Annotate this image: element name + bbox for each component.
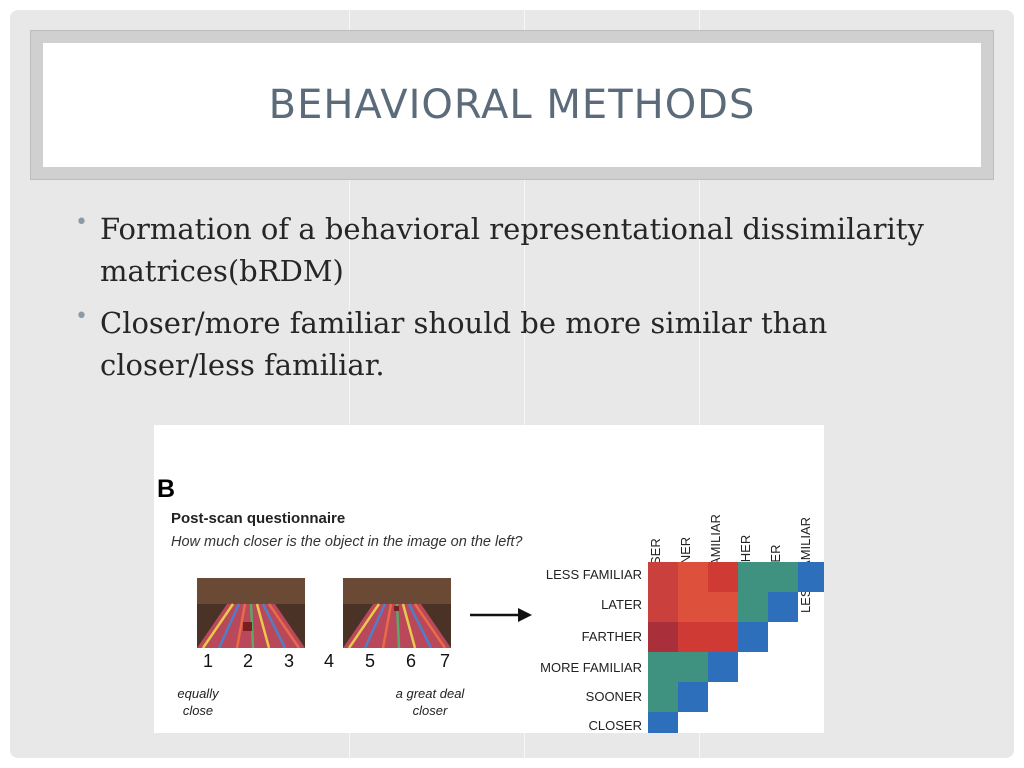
scene-image-left [197,578,305,648]
matrix-cell [678,652,708,682]
row-label: CLOSER [442,718,642,733]
row-label: LESS FAMILIAR [442,567,642,582]
column-label: LESS FAMILIAR [798,425,824,565]
title-box: Behavioral Methods [43,43,981,167]
matrix-cell [678,592,708,622]
scale-number: 3 [279,651,299,672]
matrix-cell [648,712,678,733]
row-label: SOONER [442,689,642,704]
matrix-cell [708,622,738,652]
matrix-cell [678,622,708,652]
row-label: LATER [442,597,642,612]
slide: Behavioral Methods • Formation of a beha… [10,10,1014,758]
questionnaire-title: Post-scan questionnaire [171,510,345,527]
matrix-cell [738,592,768,622]
column-label: SOONER [678,425,708,565]
scale-anchor-left: equally close [168,685,228,719]
scale-number: 4 [319,651,339,672]
matrix-cell [648,562,678,592]
row-label: FARTHER [442,629,642,644]
bullet-item: • Closer/more familiar should be more si… [72,302,952,386]
matrix-cell [708,592,738,622]
matrix-cell [738,562,768,592]
matrix-cell [768,562,798,592]
matrix-cell [648,622,678,652]
scale-number: 1 [198,651,218,672]
matrix-cell [678,562,708,592]
column-label: CLOSER [648,425,678,565]
matrix-cell [798,562,824,592]
title-frame: Behavioral Methods [30,30,994,180]
bullet-text: Formation of a behavioral representation… [100,212,924,288]
figure-panel: B Post-scan questionnaire How much close… [154,425,824,733]
bullet-text: Closer/more familiar should be more simi… [100,306,827,382]
bullet-item: • Formation of a behavioral representati… [72,208,952,292]
slide-title: Behavioral Methods [269,82,756,128]
scale-number: 5 [360,651,380,672]
row-label: MORE FAMILIAR [442,660,642,675]
column-label: MORE FAMILIAR [708,425,738,565]
matrix-cell [648,592,678,622]
matrix-cell [708,652,738,682]
matrix-cell [768,592,798,622]
bullet-icon: • [75,210,88,235]
matrix-cell [738,622,768,652]
column-label: FARTHER [738,425,768,565]
panel-letter: B [157,475,175,504]
matrix-cell [648,652,678,682]
scale-number: 2 [238,651,258,672]
bullet-icon: • [75,304,88,329]
scene-image-right [343,578,451,648]
matrix-cell [678,682,708,712]
column-label: LATER [768,425,798,565]
matrix-cell [708,562,738,592]
questionnaire-question: How much closer is the object in the ima… [171,533,531,552]
scale-number: 6 [401,651,421,672]
matrix-cell [648,682,678,712]
bullet-list: • Formation of a behavioral representati… [72,208,952,396]
